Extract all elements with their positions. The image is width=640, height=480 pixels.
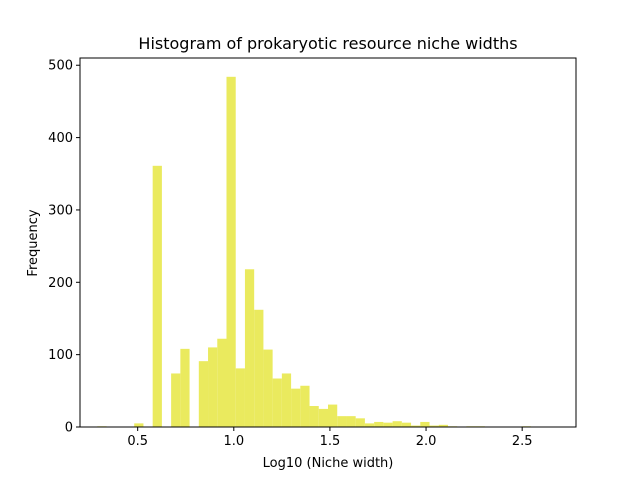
histogram-bar bbox=[300, 385, 310, 427]
histogram-bar bbox=[272, 378, 282, 427]
y-tick-label: 200 bbox=[48, 276, 73, 291]
y-axis-ticks: 0 100 200 300 400 500 bbox=[48, 59, 80, 436]
histogram-bar bbox=[438, 424, 448, 427]
histogram-bar bbox=[374, 421, 384, 427]
histogram-bar bbox=[328, 404, 338, 427]
histogram-bar bbox=[429, 425, 439, 427]
histogram-bar bbox=[401, 422, 412, 427]
histogram-bar bbox=[364, 423, 375, 427]
y-tick-label: 100 bbox=[48, 348, 73, 363]
histogram-bar bbox=[383, 422, 393, 427]
histogram-bar bbox=[411, 425, 421, 427]
x-tick-label: 1.5 bbox=[320, 434, 341, 449]
histogram-bar bbox=[152, 165, 162, 427]
x-tick-label: 1.0 bbox=[223, 434, 244, 449]
histogram-bar bbox=[198, 361, 209, 427]
histogram-bar bbox=[208, 347, 218, 427]
chart-title: Histogram of prokaryotic resource niche … bbox=[138, 34, 517, 53]
x-tick-label: 2.0 bbox=[416, 434, 437, 449]
histogram-bar bbox=[263, 349, 273, 427]
histogram-bar bbox=[180, 348, 190, 427]
histogram-bar bbox=[235, 368, 245, 427]
histogram-bar bbox=[134, 423, 144, 427]
histogram-bar bbox=[217, 338, 227, 427]
histogram-bar bbox=[171, 373, 181, 427]
y-tick-label: 300 bbox=[48, 203, 73, 218]
histogram-bar bbox=[254, 309, 264, 427]
histogram-bar bbox=[337, 416, 347, 427]
x-tick-label: 2.5 bbox=[512, 434, 533, 449]
bars-group bbox=[97, 76, 532, 427]
histogram-bar bbox=[420, 421, 430, 427]
histogram-bar bbox=[244, 269, 255, 427]
histogram-bar bbox=[346, 416, 356, 427]
histogram-bar bbox=[309, 406, 319, 427]
y-tick-label: 500 bbox=[48, 59, 73, 74]
histogram-bar bbox=[355, 418, 365, 427]
x-axis-ticks: 0.5 1.0 1.5 2.0 2.5 bbox=[127, 427, 533, 449]
histogram-bar bbox=[281, 373, 292, 427]
plot-frame bbox=[79, 57, 577, 428]
y-axis-label: Frequency bbox=[26, 209, 41, 276]
x-axis-label: Log10 (Niche width) bbox=[263, 456, 394, 471]
y-tick-label: 0 bbox=[65, 421, 73, 436]
histogram-bar bbox=[392, 421, 402, 427]
histogram-bar bbox=[291, 388, 301, 427]
y-tick-label: 400 bbox=[48, 131, 73, 146]
histogram-bar bbox=[318, 408, 328, 427]
histogram-bar bbox=[226, 76, 236, 427]
x-tick-label: 0.5 bbox=[127, 434, 148, 449]
